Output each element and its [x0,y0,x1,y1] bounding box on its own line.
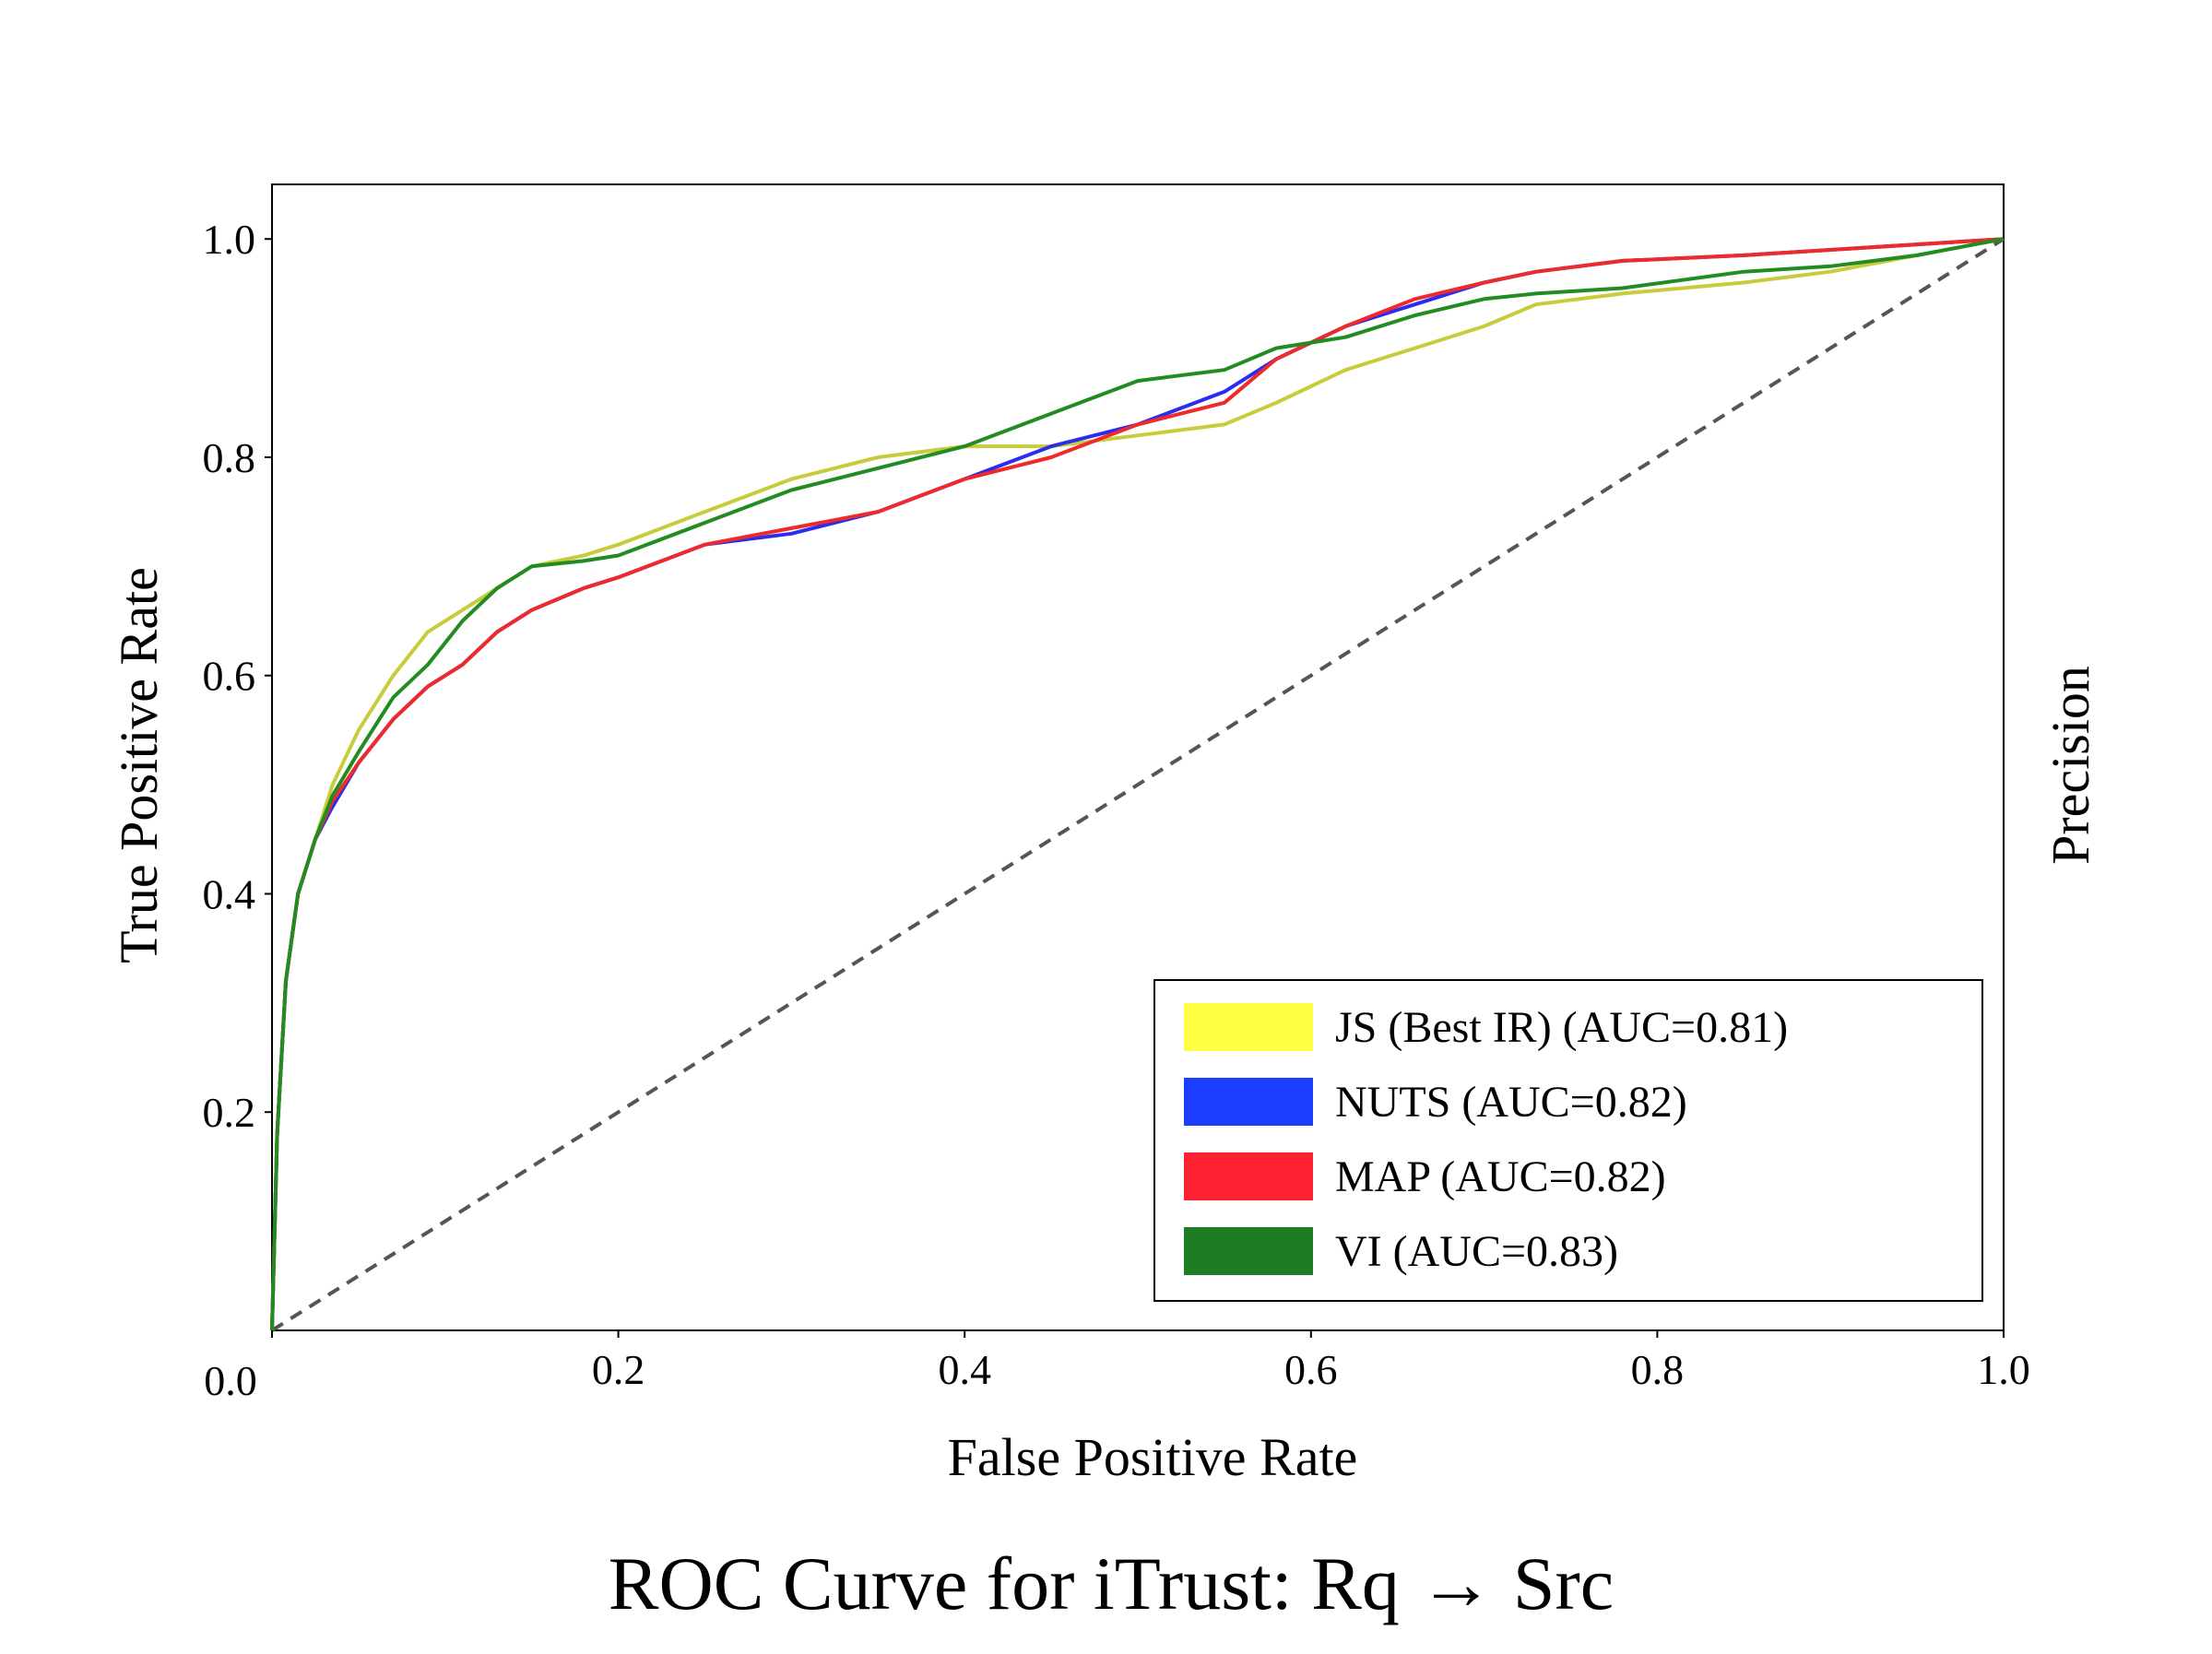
legend-swatch [1184,1227,1313,1275]
y-tick-label: 0.2 [203,1089,256,1136]
x-tick-label: 0.8 [1631,1346,1685,1393]
legend-label: NUTS (AUC=0.82) [1335,1078,1687,1127]
x-tick-label: 1.0 [1977,1346,2030,1393]
legend-items: JS (Best IR) (AUC=0.81) NUTS (AUC=0.82) MA… [1184,1003,1788,1276]
legend: JS (Best IR) (AUC=0.81) NUTS (AUC=0.82) MA… [1153,979,1983,1302]
legend-label: JS (Best IR) (AUC=0.81) [1335,1003,1788,1052]
y-axis-label: True Positive Rate [109,567,169,963]
x-tick-label: 0.2 [592,1346,645,1393]
legend-swatch [1184,1078,1313,1126]
y-tick-label: 0.4 [203,870,256,917]
x-axis-label: False Positive Rate [948,1427,1358,1487]
y-tick-label: 1.0 [203,216,256,263]
y-tick-label: 0.6 [203,653,256,700]
y-axis-ticks: 0.2 0.4 0.6 0.8 1.0 [203,216,272,1136]
x-tick-label: 0.4 [938,1346,991,1393]
legend-swatch [1184,1152,1313,1200]
series-line-2 [270,237,2005,1331]
series-line-0 [270,237,2005,1331]
diagonal-reference-line [270,237,2005,1332]
series-line-3 [270,237,2005,1331]
y-tick-label: 0.8 [203,434,256,481]
series-layer [270,237,2005,1331]
legend-label: MAP (AUC=0.82) [1335,1152,1666,1201]
x-tick-label: 0.6 [1284,1346,1338,1393]
x-tick-label: 0.0 [204,1357,257,1404]
x-axis-ticks: 0.0 0.2 0.4 0.6 0.8 1.0 [204,1330,2030,1404]
y-axis-label-right: Precision [2040,666,2100,865]
legend-label: VI (AUC=0.83) [1335,1227,1618,1276]
plot-frame [271,183,2005,1331]
legend-swatch [1184,1003,1313,1051]
chart-title: ROC Curve for iTrust: Rq → Src [609,1542,1614,1625]
